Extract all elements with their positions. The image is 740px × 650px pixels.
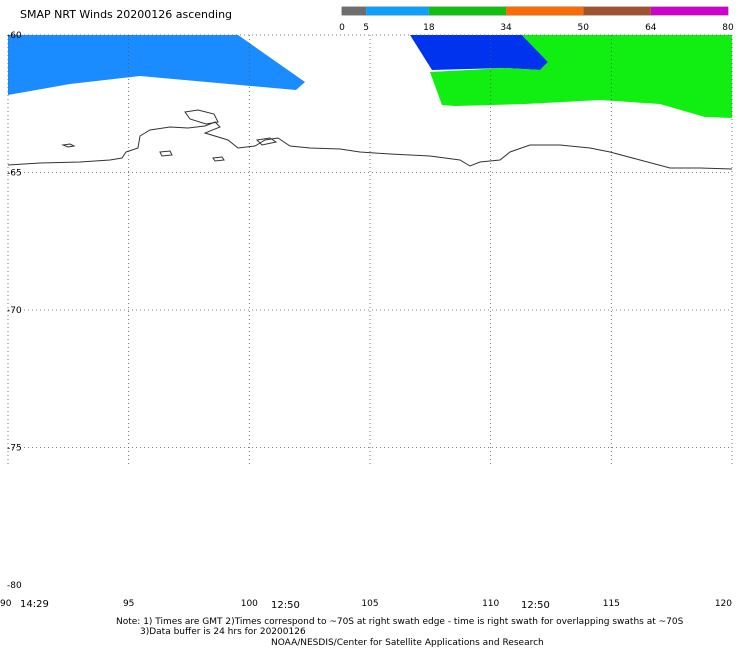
coastline-peninsula — [184, 109, 219, 125]
island — [61, 143, 76, 148]
lon-label: 105 — [361, 599, 378, 609]
colorbar-label: 64 — [645, 23, 657, 33]
lon-label: 95 — [123, 599, 134, 609]
colorbar-label: 80 — [722, 23, 734, 33]
figure-title: SMAP NRT Winds 20200126 ascending — [20, 8, 233, 21]
lon-label: 120 — [715, 599, 732, 609]
colorbar-label: 5 — [363, 23, 369, 33]
colorbar-segment — [366, 7, 429, 15]
note-line-2: 3)Data buffer is 24 hrs for 20200126 — [140, 627, 306, 637]
colorbar-label: 0 — [339, 23, 345, 33]
lat-lon-grid — [7, 34, 733, 465]
island — [159, 150, 173, 157]
lat-label: -75 — [7, 444, 22, 454]
colorbar-label: 50 — [578, 23, 590, 33]
swath-time-2: 12:50 — [271, 600, 300, 611]
island — [212, 156, 225, 162]
lon-label: 115 — [603, 599, 620, 609]
lon-label: 110 — [482, 599, 499, 609]
island — [255, 137, 278, 146]
colorbar-segment — [506, 7, 584, 15]
antarctic-coastline — [7, 109, 733, 170]
colorbar-label: 18 — [423, 23, 435, 33]
latitude-labels: -60 -65 -70 -75 -80 — [7, 31, 22, 591]
lat-label: -70 — [7, 306, 22, 316]
lon-label: 100 — [241, 599, 258, 609]
lon-label: 90 — [0, 599, 12, 609]
colorbar-label: 34 — [500, 23, 512, 33]
colorbar-segment — [428, 7, 507, 15]
lat-label: -80 — [7, 581, 22, 591]
credit-line: NOAA/NESDIS/Center for Satellite Applica… — [271, 638, 544, 648]
swath-time-3: 12:50 — [521, 600, 550, 611]
note-line-1: Note: 1) Times are GMT 2)Times correspon… — [116, 617, 684, 627]
lat-label: -60 — [7, 31, 22, 41]
colorbar: 0 5 18 34 50 64 80 — [339, 6, 734, 33]
wind-swaths — [8, 35, 732, 118]
swath-green — [430, 35, 732, 118]
colorbar-segment — [650, 7, 728, 15]
swath-time-1: 14:29 — [20, 599, 49, 610]
longitude-labels: 90 95 100 105 110 115 120 — [0, 599, 732, 609]
colorbar-segment — [342, 7, 367, 15]
swath-light-blue — [8, 35, 305, 95]
lat-label: -65 — [7, 169, 22, 179]
swath-dark-blue — [410, 35, 548, 70]
colorbar-segment — [583, 7, 651, 15]
coastline — [7, 121, 733, 170]
